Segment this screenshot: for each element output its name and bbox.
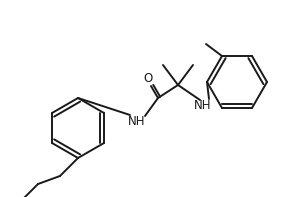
Text: NH: NH xyxy=(194,98,212,112)
Text: NH: NH xyxy=(128,114,146,127)
Text: O: O xyxy=(143,72,153,85)
